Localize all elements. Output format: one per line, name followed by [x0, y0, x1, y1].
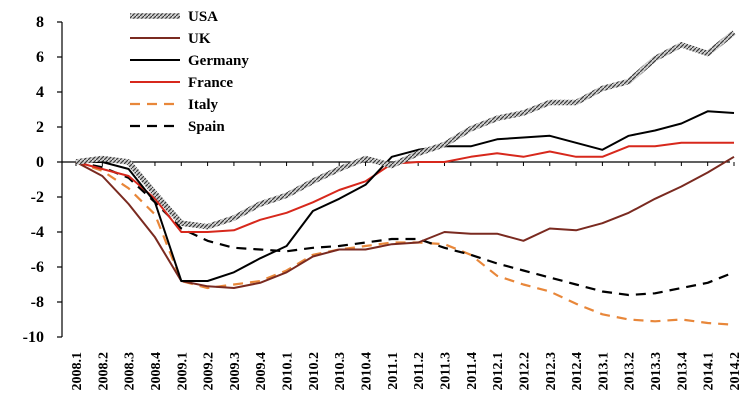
x-tick-label: 2008.2: [96, 352, 111, 391]
x-tick-label: 2008.3: [123, 352, 138, 391]
x-tick-label: 2013.4: [675, 352, 690, 391]
x-tick-label: 2014.2: [728, 352, 743, 391]
x-tick-label: 2011.3: [438, 352, 453, 390]
y-tick-label: -10: [23, 329, 44, 346]
x-tick-label: 2009.1: [175, 352, 190, 391]
series-lines: [75, 30, 736, 326]
y-tick-label: 4: [36, 84, 44, 101]
x-tick-label: 2010.4: [360, 352, 375, 391]
legend-label-uk: UK: [188, 31, 211, 47]
x-tick-label: 2010.1: [281, 352, 296, 391]
x-tick-label: 2009.4: [254, 352, 269, 391]
y-tick-label: -8: [31, 294, 44, 311]
x-tick-label: 2008.4: [149, 352, 164, 391]
series-line-usa: [75, 30, 736, 230]
x-tick-label: 2012.2: [517, 352, 532, 391]
x-tick-label: 2008.1: [70, 352, 85, 391]
x-tick-label: 2012.1: [491, 352, 506, 391]
x-tick-label: 2011.2: [412, 352, 427, 390]
x-tick-label: 2010.2: [307, 352, 322, 391]
legend-label-france: France: [188, 75, 233, 91]
series-line-france: [75, 141, 734, 233]
legend-label-italy: Italy: [188, 97, 219, 113]
y-tick-label: -2: [31, 189, 44, 206]
legend-label-spain: Spain: [188, 119, 225, 135]
legend: USA UK Germany France Italy Spain: [130, 9, 249, 135]
x-tick-label: 2010.3: [333, 352, 348, 391]
x-tick-label: 2013.1: [596, 352, 611, 391]
x-tick-label: 2012.4: [570, 352, 585, 391]
x-tick-label: 2011.1: [386, 352, 401, 390]
x-tick-label: 2012.3: [544, 352, 559, 391]
x-tick-label: 2011.4: [465, 352, 480, 390]
y-tick-label: 6: [36, 49, 44, 66]
axes: 8 6 4 2 0 -2 -4 -6 -8 -10 2008.1 2008.2 2008.3 2008.4…: [23, 14, 743, 391]
y-tick-label: -6: [31, 259, 44, 276]
legend-label-germany: Germany: [188, 53, 249, 69]
y-tick-label: 8: [36, 14, 44, 31]
series-line-spain: [75, 160, 735, 297]
y-tick-label: 0: [36, 154, 44, 171]
x-tick-label: 2014.1: [702, 352, 717, 391]
x-tick-label: 2013.2: [623, 352, 638, 391]
y-tick-label: -4: [31, 224, 44, 241]
y-tick-label: 2: [36, 119, 44, 136]
legend-label-usa: USA: [188, 9, 218, 25]
x-tick-label: 2009.2: [202, 352, 217, 391]
x-tick-label: 2013.3: [649, 352, 664, 391]
x-tick-label: 2009.3: [228, 352, 243, 391]
series-line-germany: [76, 110, 735, 282]
